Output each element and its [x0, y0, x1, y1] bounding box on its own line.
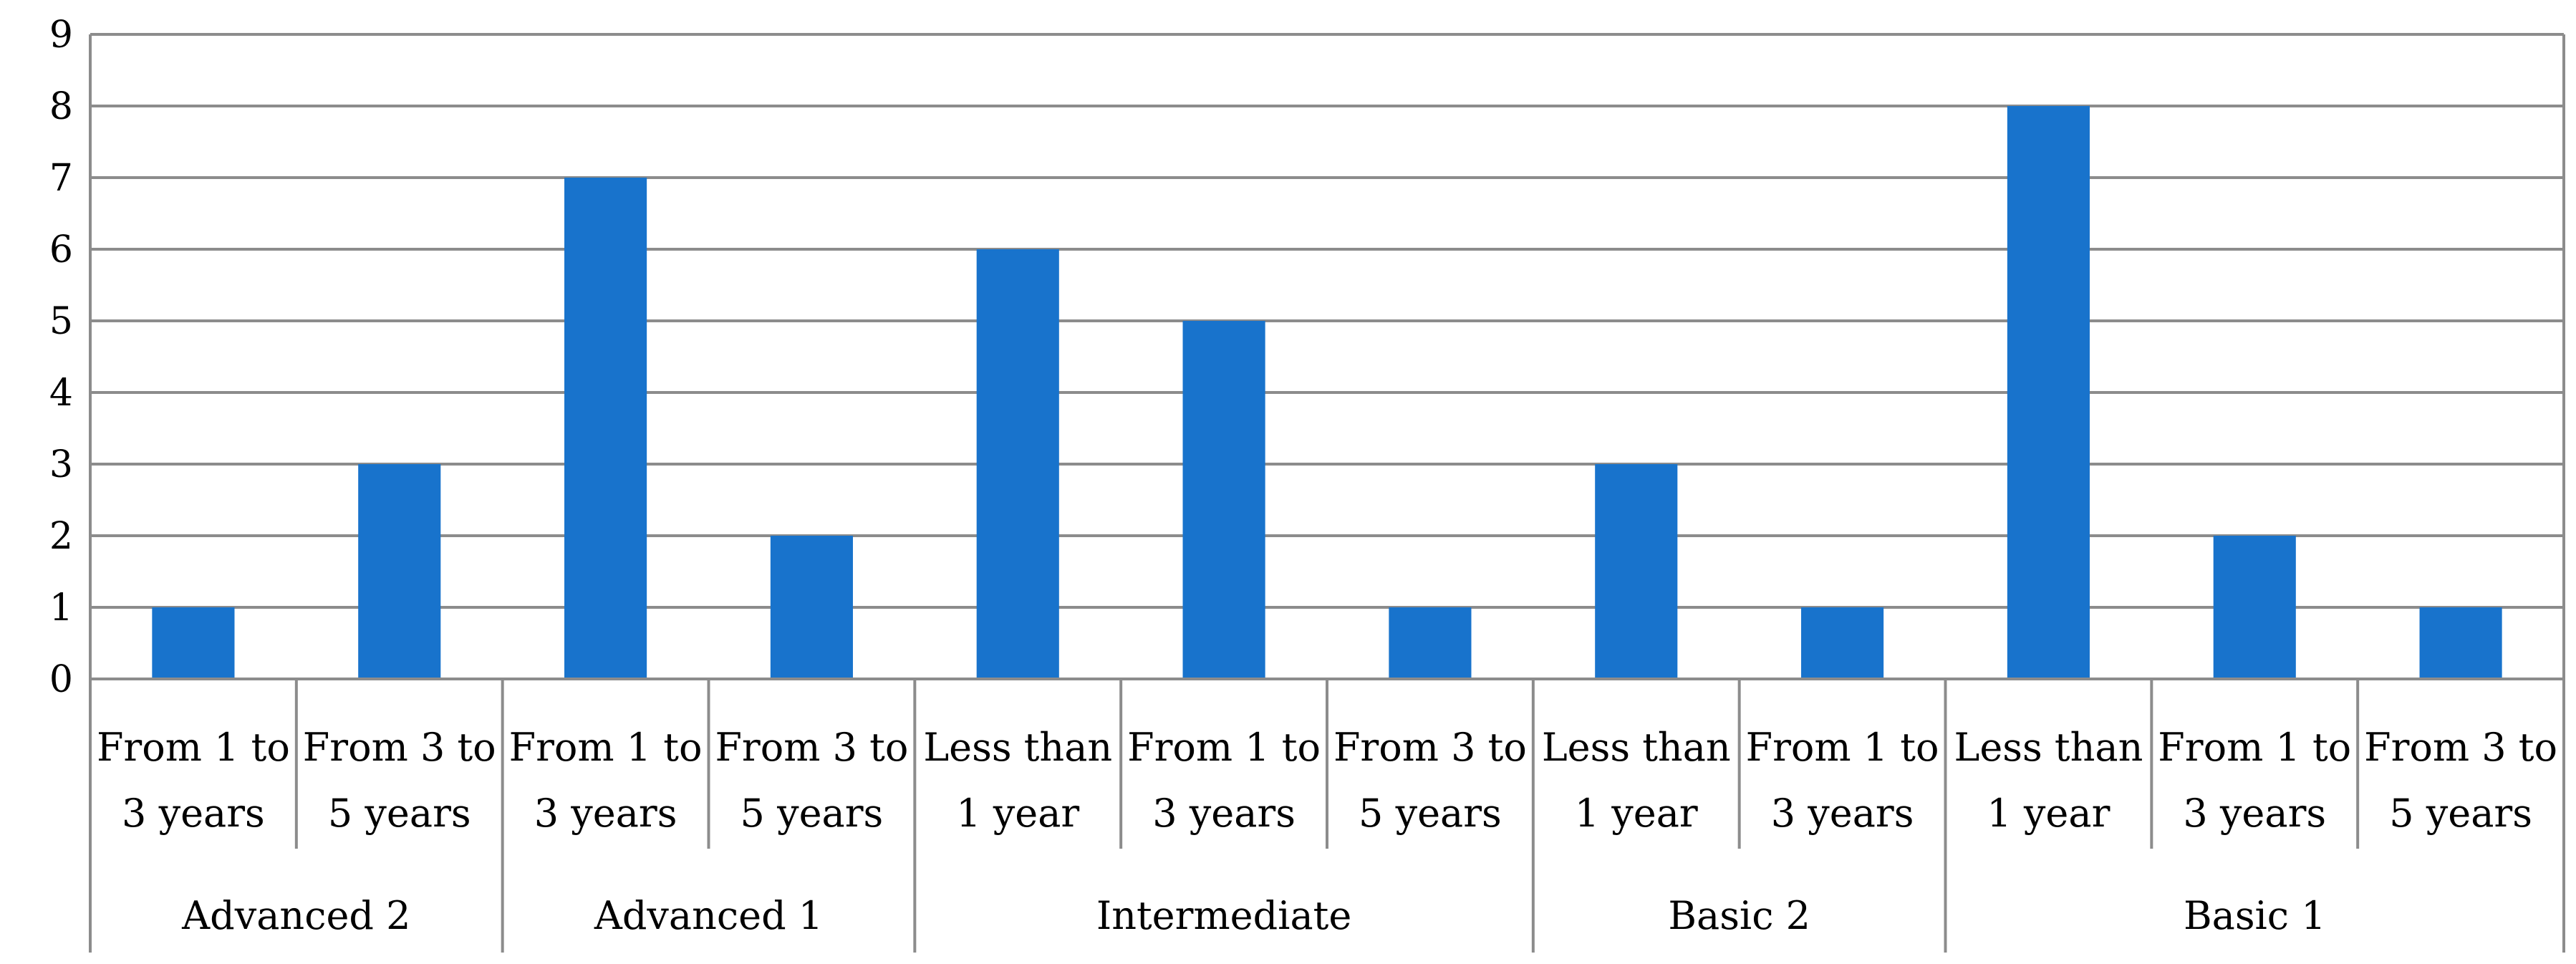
bar	[564, 178, 647, 679]
x-group-labels: Advanced 2 Advanced 1 Intermediate Basic 2 B…	[181, 893, 2325, 938]
x-category-label-line2: 1 year	[956, 791, 1079, 836]
x-category-label-line2: 3 years	[534, 791, 677, 836]
x-category-label-line1: From 1 to	[97, 725, 290, 770]
bar	[2007, 106, 2090, 679]
bar	[152, 607, 235, 679]
x-category-label-line2: 5 years	[328, 791, 471, 836]
x-group-label: Basic 1	[2184, 893, 2326, 938]
bar	[2213, 536, 2296, 679]
x-category-label-line2: 3 years	[2183, 791, 2326, 836]
y-tick-label: 1	[49, 587, 73, 630]
bar	[976, 249, 1059, 679]
bar	[358, 464, 441, 679]
y-tick-label: 5	[49, 300, 73, 343]
x-category-label-line2: 5 years	[2389, 791, 2532, 836]
y-tick-label: 0	[49, 658, 73, 701]
x-category-label-line2: 5 years	[1359, 791, 1502, 836]
x-category-label-line1: From 1 to	[509, 725, 703, 770]
x-category-label-line2: 1 year	[1575, 791, 1698, 836]
x-category-label-line2: 3 years	[122, 791, 265, 836]
y-tick-label: 2	[49, 515, 73, 558]
y-tick-label: 6	[49, 228, 73, 271]
x-category-label-line2: 3 years	[1771, 791, 1914, 836]
x-category-label-line1: Less than	[923, 725, 1112, 770]
x-category-label-line1: From 3 to	[715, 725, 908, 770]
bar	[1182, 321, 1265, 679]
x-group-label: Intermediate	[1096, 893, 1351, 938]
x-category-label-line2: 3 years	[1152, 791, 1296, 836]
y-tick-label: 9	[49, 14, 73, 57]
bar	[1801, 607, 1884, 679]
x-category-label-line1: From 3 to	[2364, 725, 2557, 770]
y-tick-label: 7	[49, 157, 73, 200]
x-category-labels: From 1 to 3 years From 3 to 5 years From 1 t…	[97, 725, 2557, 836]
x-category-label-line1: From 1 to	[1746, 725, 1939, 770]
bar	[2419, 607, 2502, 679]
x-group-label: Advanced 1	[594, 893, 823, 938]
x-category-label-line2: 5 years	[741, 791, 884, 836]
x-category-label-line1: From 1 to	[1127, 725, 1321, 770]
x-category-label-line1: Less than	[1542, 725, 1731, 770]
x-category-label-line2: 1 year	[1987, 791, 2110, 836]
x-category-label-line1: From 3 to	[303, 725, 496, 770]
x-category-label-line1: From 3 to	[1333, 725, 1527, 770]
bars	[152, 106, 2502, 679]
y-tick-labels: 0 1 2 3 4 5 6 7 8 9	[49, 14, 73, 701]
y-tick-label: 8	[49, 85, 73, 128]
x-group-label: Basic 2	[1668, 893, 1810, 938]
x-category-label-line1: Less than	[1954, 725, 2143, 770]
bar	[1389, 607, 1472, 679]
y-tick-label: 3	[49, 443, 73, 486]
bar	[1595, 464, 1678, 679]
axes	[89, 34, 2565, 953]
x-category-label-line1: From 1 to	[2158, 725, 2351, 770]
gridlines	[90, 33, 2564, 680]
bar	[770, 536, 853, 679]
x-group-label: Advanced 2	[181, 893, 410, 938]
y-tick-label: 4	[49, 372, 73, 415]
